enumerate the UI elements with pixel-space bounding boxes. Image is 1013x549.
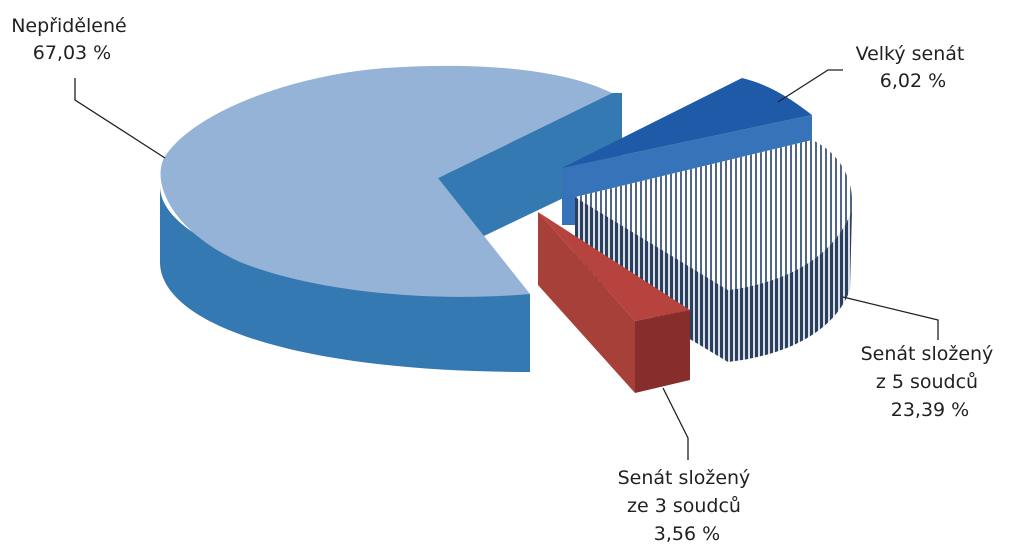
- slice-senat-5-top: [575, 140, 853, 290]
- label-senat-3-line-2: ze 3 soudců: [627, 495, 741, 517]
- slice-neprirazene-inner-side: [438, 93, 622, 258]
- slice-neprirazene-side: [160, 186, 530, 372]
- label-senat-3: Senát složený ze 3 soudců 3,56 %: [618, 467, 757, 545]
- slice-senat-5: [575, 140, 853, 362]
- label-velky-senat-line: Velký senát: [856, 43, 965, 65]
- label-senat-5: Senát složený z 5 soudců 23,39 %: [861, 343, 1000, 421]
- label-senat-5-line-2: z 5 soudců: [876, 371, 978, 393]
- slice-velky-senat: [562, 78, 812, 225]
- label-velky-senat-value: 6,02 %: [880, 70, 946, 92]
- label-neprirazene-value: 67,03 %: [33, 42, 112, 64]
- label-neprirazene: Nepřidělené 67,03 %: [11, 15, 133, 64]
- slice-neprirazene-top: [160, 65, 612, 297]
- label-senat-3-line-1: Senát složený: [618, 467, 751, 489]
- slice-velky-senat-top: [562, 78, 812, 168]
- slice-senat-3-front-right: [635, 310, 690, 393]
- slice-senat-5-side: [575, 197, 852, 362]
- slice-senat-3-front-left: [538, 212, 635, 393]
- label-senat-5-line-1: Senát složený: [861, 343, 994, 365]
- slice-neprirazene: [160, 65, 622, 372]
- label-neprirazene-line: Nepřidělené: [11, 15, 127, 37]
- leader-line-senat-3: [662, 387, 689, 460]
- leader-line-senat-5: [842, 296, 939, 340]
- label-senat-5-value: 23,39 %: [891, 399, 970, 421]
- label-velky-senat: Velký senát 6,02 %: [856, 43, 971, 92]
- label-senat-3-value: 3,56 %: [654, 523, 720, 545]
- slice-senat-3-top: [538, 212, 690, 321]
- slice-velky-senat-side: [562, 115, 812, 225]
- leader-line-neprirazene: [74, 78, 166, 159]
- leader-line-velky-senat: [777, 69, 843, 103]
- slice-senat-3: [538, 212, 690, 393]
